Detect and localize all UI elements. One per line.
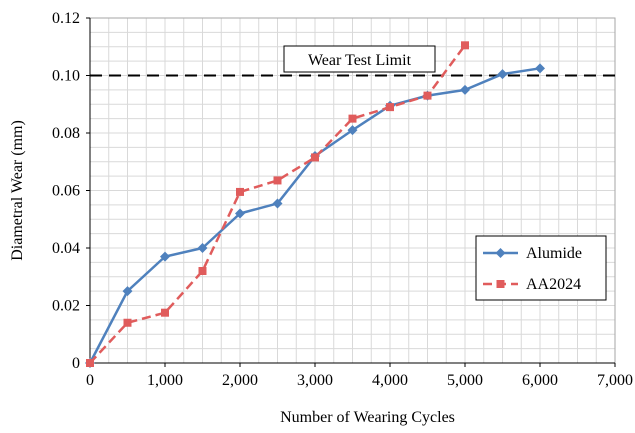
legend-box xyxy=(475,235,607,301)
y-tick-label: 0.02 xyxy=(52,298,80,315)
y-axis-title: Diametral Wear (mm) xyxy=(9,120,26,261)
x-tick-label: 6,000 xyxy=(522,372,558,389)
series-aa2024 xyxy=(86,41,469,367)
wear-test-limit-box xyxy=(283,45,436,73)
data-point-alumide xyxy=(272,198,283,209)
data-point-aa2024 xyxy=(86,359,94,367)
wear-test-limit-label: Wear Test Limit xyxy=(308,52,412,69)
wear-test-limit-group: Wear Test Limit xyxy=(90,45,615,77)
y-tick-label: 0 xyxy=(72,355,80,372)
data-point-alumide xyxy=(235,208,245,219)
legend-swatch-marker xyxy=(496,280,505,288)
x-tick-label: 1,000 xyxy=(147,372,183,389)
legend-label-alumide: Alumide xyxy=(526,245,582,262)
data-point-aa2024 xyxy=(236,187,244,196)
legend-label-aa2024: AA2024 xyxy=(526,276,581,293)
x-axis-title: Number of Wearing Cycles xyxy=(280,409,455,426)
x-tick-label: 4,000 xyxy=(372,372,408,389)
data-point-aa2024 xyxy=(461,41,469,50)
series-layer xyxy=(85,41,545,368)
x-tick-label: 0 xyxy=(86,372,94,389)
data-point-alumide xyxy=(122,286,133,297)
data-point-alumide xyxy=(535,63,545,74)
data-point-aa2024 xyxy=(423,91,432,100)
data-point-alumide xyxy=(460,84,470,95)
legend-item-aa2024: AA2024 xyxy=(483,276,581,293)
y-tick-label: 0.06 xyxy=(52,183,80,200)
data-point-alumide xyxy=(497,69,508,80)
data-point-aa2024 xyxy=(348,114,357,123)
x-tick-label: 3,000 xyxy=(297,372,333,389)
y-tick-label: 0.08 xyxy=(52,125,80,142)
data-point-aa2024 xyxy=(123,318,132,327)
legend: Alumide AA2024 xyxy=(475,235,607,301)
y-tick-label: 0.04 xyxy=(52,240,80,257)
data-point-aa2024 xyxy=(198,267,207,275)
y-tick-label: 0.10 xyxy=(52,68,80,85)
y-tick-label: 0.12 xyxy=(52,10,80,27)
data-point-aa2024 xyxy=(386,103,394,112)
data-point-alumide xyxy=(197,243,208,253)
data-point-alumide xyxy=(160,251,170,262)
data-point-aa2024 xyxy=(311,153,319,162)
legend-item-alumide: Alumide xyxy=(483,245,582,262)
x-tick-label: 2,000 xyxy=(222,372,258,389)
series-line-aa2024 xyxy=(89,44,467,364)
data-point-alumide xyxy=(347,125,358,136)
legend-swatch-marker xyxy=(495,248,506,258)
x-tick-label: 7,000 xyxy=(597,372,633,389)
data-point-aa2024 xyxy=(273,176,282,185)
tick-labels: 0 1,000 2,000 3,000 4,000 5,000 6,000 7,000 0 0.0… xyxy=(52,10,633,389)
data-point-aa2024 xyxy=(161,308,169,317)
x-tick-label: 5,000 xyxy=(447,372,483,389)
